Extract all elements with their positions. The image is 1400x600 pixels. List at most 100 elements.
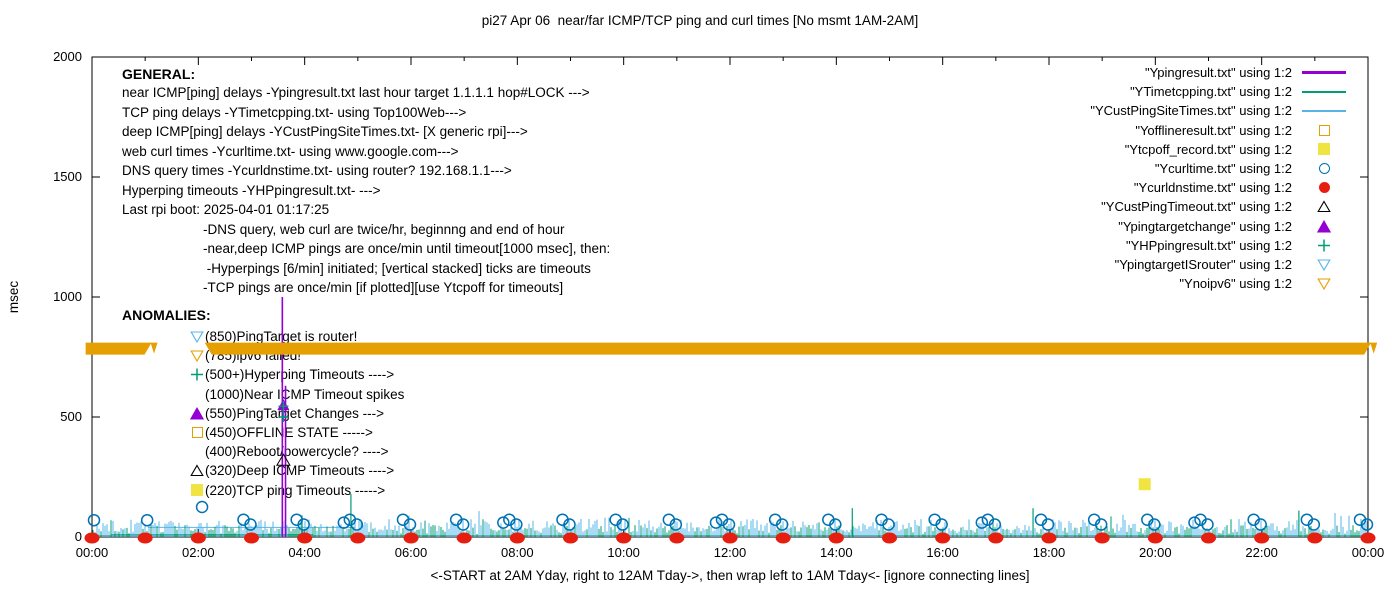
legend-swatch-line-icon — [1302, 90, 1346, 94]
anomaly-text: (320)Deep ICMP Timeouts ----> — [205, 463, 395, 479]
general-block: near ICMP[ping] delays -Ypingresult.txt … — [122, 85, 590, 222]
y-tick-label: 500 — [60, 409, 82, 424]
anomaly-marker-tri-up-filled-icon — [190, 406, 204, 420]
anomaly-text: (1000)Near ICMP Timeout spikes — [205, 386, 405, 402]
x-tick-label: 22:00 — [1245, 545, 1278, 560]
legend-label: "YCustPingSiteTimes.txt" using 1:2 — [1090, 103, 1292, 119]
x-tick-label: 18:00 — [1032, 545, 1066, 560]
y-tick-label: 2000 — [53, 49, 82, 64]
general-line: Last rpi boot: 2025-04-01 01:17:25 — [122, 202, 330, 217]
legend-item: "Ynoipv6" using 1:2 — [1016, 274, 1356, 293]
legend-item: "YCustPingSiteTimes.txt" using 1:2 — [1016, 101, 1356, 120]
legend-item: "Ypingtargetchange" using 1:2 — [1016, 217, 1356, 236]
anomaly-text: (400)Reboot/powercycle? ----> — [205, 444, 389, 460]
legend-swatch-line-icon — [1302, 109, 1346, 113]
legend-swatch-tri-down-open-icon — [1317, 258, 1331, 271]
general-notes-block: -DNS query, web curl are twice/hr, begin… — [203, 222, 610, 299]
chart-title: pi27 Apr 06 near/far ICMP/TCP ping and c… — [481, 13, 919, 28]
legend-item: "YpingtargetISrouter" using 1:2 — [1016, 255, 1356, 274]
x-tick-label: 10:00 — [607, 545, 640, 560]
x-tick-label: 04:00 — [288, 545, 321, 560]
anomaly-item: (785)ipv6 failed! — [190, 346, 404, 365]
anomalies-heading: ANOMALIES: — [122, 307, 211, 323]
legend-swatch-circle-open-icon — [1318, 163, 1330, 175]
general-line: deep ICMP[ping] delays -YCustPingSiteTim… — [122, 124, 528, 139]
anomaly-item: (500+)Hyperping Timeouts ----> — [190, 365, 404, 384]
legend: "Ypingresult.txt" using 1:2 "YTimetcpping… — [1016, 63, 1356, 293]
general-note-line: -near,deep ICMP pings are once/min until… — [203, 241, 611, 257]
legend-swatch-tri-down-open-icon — [1317, 277, 1331, 291]
legend-item: "Ytcpoff_record.txt" using 1:2 — [1016, 140, 1356, 159]
legend-swatch-square-open-icon — [1318, 124, 1330, 136]
legend-swatch-circle-filled-icon — [1318, 182, 1330, 194]
legend-label: "Ycurldnstime.txt" using 1:2 — [1133, 180, 1292, 196]
x-tick-label: 02:00 — [182, 545, 215, 560]
anomaly-item: (400)Reboot/powercycle? ----> — [190, 442, 404, 461]
general-line: Hyperping timeouts -YHPpingresult.txt- -… — [122, 182, 381, 198]
legend-item: "Ypingresult.txt" using 1:2 — [1016, 63, 1356, 82]
anomaly-marker-plus-icon — [190, 368, 204, 381]
general-note-line: -DNS query, web curl are twice/hr, begin… — [203, 222, 565, 237]
x-tick-label: 12:00 — [713, 545, 747, 560]
legend-label: "YCustPingTimeout.txt" using 1:2 — [1101, 199, 1292, 215]
legend-label: "Yofflineresult.txt" using 1:2 — [1135, 122, 1292, 138]
legend-item: "Ycurltime.txt" using 1:2 — [1016, 159, 1356, 178]
x-tick-label: 00:00 — [75, 545, 109, 560]
x-tick-label: 20:00 — [1139, 545, 1172, 560]
legend-label: "Ycurltime.txt" using 1:2 — [1154, 161, 1292, 177]
x-tick-label: 14:00 — [820, 545, 853, 560]
anomaly-marker-square-open-icon — [191, 427, 203, 439]
anomaly-marker-none-icon — [190, 445, 204, 458]
legend-label: "YTimetcpping.txt" using 1:2 — [1130, 84, 1292, 100]
legend-label: "Ypingtargetchange" using 1:2 — [1118, 218, 1292, 234]
y-tick-label: 1000 — [53, 289, 82, 304]
legend-swatch-tri-up-open-icon — [1317, 200, 1331, 213]
anomaly-marker-tri-up-open-icon — [190, 464, 204, 477]
general-line: web curl times -Ycurltime.txt- using www… — [122, 143, 459, 159]
anomaly-text: (450)OFFLINE STATE -----> — [205, 425, 373, 441]
legend-item: "Ycurldnstime.txt" using 1:2 — [1016, 178, 1356, 197]
y-tick-label: 1500 — [53, 169, 82, 184]
x-tick-label: 08:00 — [501, 545, 534, 560]
legend-label: "Ytcpoff_record.txt" using 1:2 — [1124, 141, 1292, 157]
x-axis-label: <-START at 2AM Yday, right to 12AM Tday-… — [430, 568, 1030, 583]
anomaly-item: (1000)Near ICMP Timeout spikes — [190, 385, 404, 404]
anomaly-item: (220)TCP ping Timeouts -----> — [190, 481, 404, 500]
general-note-line: -TCP pings are once/min [if plotted][use… — [203, 279, 564, 295]
legend-swatch-line-icon — [1302, 71, 1346, 74]
anomaly-marker-square-filled-icon — [191, 484, 203, 497]
anomalies-block: (850)PingTarget is router! (785)ipv6 fail… — [190, 327, 404, 500]
legend-item: "Yofflineresult.txt" using 1:2 — [1016, 121, 1356, 140]
anomaly-item: (450)OFFLINE STATE -----> — [190, 423, 404, 442]
x-tick-label: 00:00 — [1351, 545, 1385, 560]
legend-label: "Ypingresult.txt" using 1:2 — [1144, 65, 1292, 81]
anomaly-item: (550)PingTarget Changes ---> — [190, 404, 404, 423]
legend-swatch-tri-up-filled-icon — [1317, 219, 1331, 233]
anomaly-marker-tri-down-open-icon — [190, 330, 204, 344]
anomaly-text: (785)ipv6 failed! — [205, 348, 302, 364]
y-axis-label: msec — [6, 280, 21, 314]
anomaly-item: (320)Deep ICMP Timeouts ----> — [190, 461, 404, 480]
legend-item: "YCustPingTimeout.txt" using 1:2 — [1016, 197, 1356, 216]
general-line: TCP ping delays -YTimetcpping.txt- using… — [122, 104, 467, 120]
anomaly-text: (850)PingTarget is router! — [205, 329, 358, 345]
legend-item: "YTimetcpping.txt" using 1:2 — [1016, 82, 1356, 101]
anomaly-item: (850)PingTarget is router! — [190, 327, 404, 346]
general-heading: GENERAL: — [122, 66, 196, 82]
y-tick-label: 0 — [74, 529, 82, 544]
legend-swatch-square-filled-icon — [1318, 143, 1330, 156]
legend-item: "YHPpingresult.txt" using 1:2 — [1016, 236, 1356, 255]
legend-label: "YpingtargetISrouter" using 1:2 — [1114, 256, 1292, 272]
anomaly-text: (550)PingTarget Changes ---> — [205, 405, 384, 421]
anomaly-text: (500+)Hyperping Timeouts ----> — [205, 367, 395, 383]
legend-swatch-plus-icon — [1317, 239, 1331, 252]
legend-label: "Ynoipv6" using 1:2 — [1179, 276, 1292, 292]
anomaly-text: (220)TCP ping Timeouts -----> — [205, 482, 386, 498]
anomaly-marker-tri-down-open-icon — [190, 349, 204, 363]
x-tick-label: 06:00 — [394, 545, 428, 560]
general-note-line: -Hyperpings [6/min] initiated; [vertical… — [203, 260, 591, 276]
general-line: DNS query times -Ycurldnstime.txt- using… — [122, 163, 512, 178]
anomaly-marker-none-icon — [190, 388, 204, 401]
legend-label: "YHPpingresult.txt" using 1:2 — [1125, 237, 1292, 253]
